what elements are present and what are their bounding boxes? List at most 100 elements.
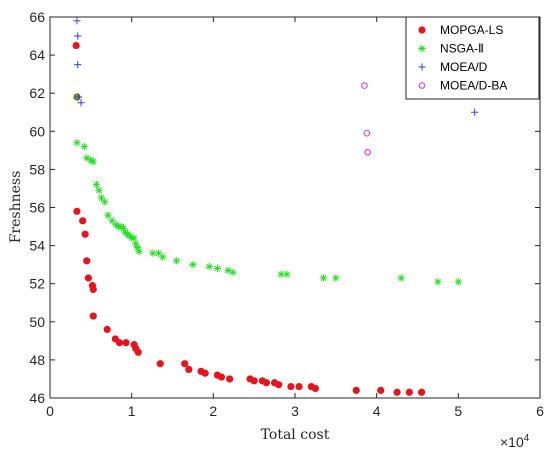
x-tick-label: 1 — [128, 403, 136, 419]
data-point — [89, 312, 97, 320]
data-point — [81, 230, 89, 238]
y-tick-label: 66 — [29, 9, 45, 25]
x-axis-label: Total cost — [261, 427, 330, 443]
data-point — [454, 278, 462, 286]
data-point — [295, 382, 303, 391]
data-point — [213, 264, 222, 273]
x-tick-label: 2 — [209, 403, 217, 419]
y-tick-label: 48 — [29, 352, 45, 368]
data-point — [275, 381, 283, 389]
data-point — [83, 257, 91, 265]
data-point — [361, 82, 368, 89]
data-point — [80, 142, 88, 151]
data-point — [319, 274, 328, 282]
y-tick-label: 58 — [29, 161, 45, 177]
y-tick-label: 52 — [29, 276, 45, 292]
data-point — [434, 278, 442, 286]
data-point — [262, 379, 271, 387]
data-point — [471, 108, 479, 116]
data-point — [104, 211, 112, 219]
data-point — [217, 373, 226, 381]
data-point — [73, 139, 81, 147]
legend-box — [405, 16, 540, 100]
data-point — [352, 386, 360, 394]
y-tick-label: 60 — [29, 123, 45, 139]
data-point — [101, 198, 109, 206]
data-point — [74, 93, 83, 101]
data-point — [364, 148, 371, 156]
data-point — [405, 388, 413, 396]
data-point — [130, 234, 138, 242]
data-point — [89, 285, 97, 294]
data-point — [115, 339, 124, 347]
legend-entry-label: MOPGA-LS — [440, 23, 503, 37]
data-point — [287, 382, 295, 391]
data-point — [201, 369, 209, 377]
y-tick-label: 64 — [29, 47, 45, 63]
legend-entry-label: MOEA/D-BA — [440, 79, 507, 93]
y-tick-label: 62 — [29, 85, 45, 101]
data-point — [156, 360, 164, 368]
data-point — [73, 207, 81, 215]
y-axis-label: Freshness — [8, 171, 24, 244]
data-point — [283, 270, 291, 278]
data-point — [172, 257, 181, 265]
data-point — [122, 339, 130, 347]
data-point — [159, 253, 167, 261]
legend-marker — [418, 63, 426, 71]
data-point — [226, 375, 234, 383]
y-tick-label: 56 — [29, 200, 45, 216]
data-point — [74, 61, 82, 69]
x-tick-label: 0 — [46, 403, 54, 419]
legend-entry-label: NSGA-Ⅱ — [440, 42, 484, 56]
legend-marker — [418, 44, 426, 53]
y-tick-label: 54 — [29, 238, 45, 254]
data-points — [72, 17, 479, 396]
data-point — [134, 348, 142, 356]
data-point — [393, 388, 401, 396]
data-point — [89, 158, 97, 166]
data-point — [397, 274, 405, 282]
data-point — [79, 217, 87, 225]
data-point — [73, 17, 81, 25]
y-tick-label: 46 — [29, 390, 45, 406]
y-axis-ticks: 46 48 50 52 54 56 58 60 62 64 66 — [29, 9, 540, 406]
x-multiplier-exponent: 4 — [524, 433, 530, 444]
data-point — [181, 360, 189, 368]
data-point — [250, 377, 258, 385]
x-multiplier-base: ×10 — [500, 434, 524, 450]
data-point — [135, 247, 143, 255]
data-point — [205, 262, 213, 271]
x-axis-ticks: 0 1 2 3 4 5 6 — [46, 17, 544, 419]
y-tick-label: 50 — [29, 314, 45, 330]
data-point — [77, 99, 85, 107]
data-point — [74, 32, 82, 40]
data-point — [377, 386, 385, 394]
series-3 — [361, 82, 371, 156]
data-point — [185, 365, 193, 374]
series-2 — [73, 17, 479, 116]
data-point — [277, 270, 285, 278]
x-tick-label: 3 — [291, 403, 299, 419]
data-point — [417, 388, 426, 396]
data-point — [332, 274, 340, 282]
data-point — [311, 384, 320, 393]
data-point — [92, 181, 101, 189]
x-tick-label: 5 — [454, 403, 462, 419]
legend-marker — [418, 26, 426, 34]
data-point — [132, 240, 140, 248]
series-0 — [72, 41, 426, 396]
legend: MOPGA-LS NSGA-Ⅱ MOEA/D MOEA/D-BA — [405, 16, 540, 100]
data-point — [103, 325, 111, 334]
x-tick-label: 4 — [373, 403, 381, 419]
data-point — [363, 129, 371, 137]
data-point — [95, 186, 103, 194]
legend-entry-label: MOEA/D — [440, 60, 488, 74]
x-axis-multiplier: ×104 — [500, 433, 530, 450]
data-point — [84, 274, 92, 282]
data-point — [72, 41, 80, 50]
series-1 — [73, 93, 462, 286]
data-point — [189, 261, 197, 269]
x-tick-label: 6 — [536, 403, 544, 419]
